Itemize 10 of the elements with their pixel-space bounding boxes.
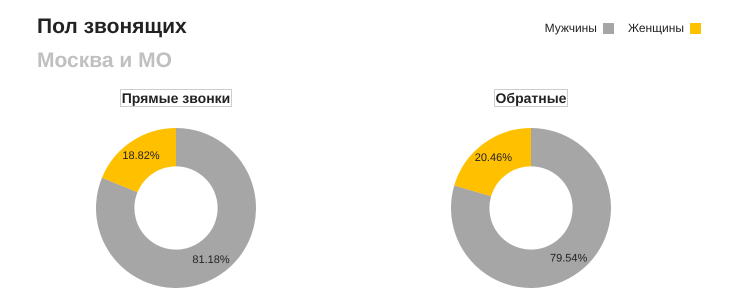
data-label: 79.54% bbox=[550, 252, 588, 264]
text: Прямые звонки bbox=[120, 89, 232, 107]
chart-title: Обратные bbox=[494, 89, 568, 107]
text: Пол звонящих bbox=[37, 15, 187, 39]
data-label: 18.82% bbox=[122, 150, 160, 162]
data-label: 20.46% bbox=[474, 152, 512, 164]
legend-label: Женщины bbox=[628, 21, 684, 35]
data-label: 81.18% bbox=[192, 254, 230, 266]
legend-label: Мужчины bbox=[544, 21, 597, 35]
text: Москва и МО bbox=[37, 49, 172, 73]
